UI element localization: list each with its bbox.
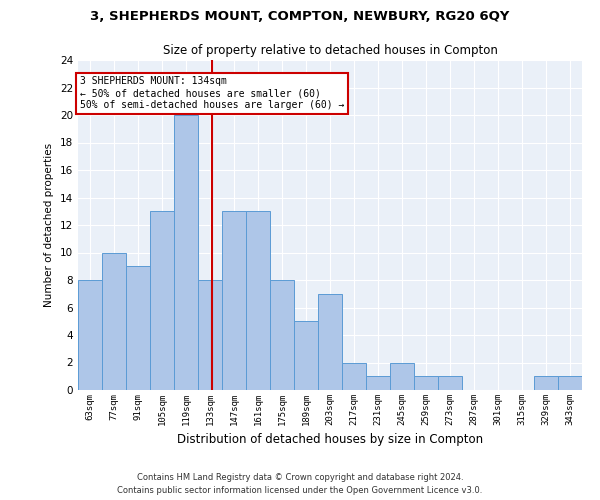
Bar xyxy=(271,280,293,390)
Bar xyxy=(535,376,557,390)
Y-axis label: Number of detached properties: Number of detached properties xyxy=(44,143,55,307)
X-axis label: Distribution of detached houses by size in Compton: Distribution of detached houses by size … xyxy=(177,434,483,446)
Bar xyxy=(295,322,317,390)
Bar xyxy=(103,252,125,390)
Bar xyxy=(391,362,413,390)
Bar xyxy=(559,376,581,390)
Bar xyxy=(415,376,437,390)
Bar xyxy=(127,266,149,390)
Bar xyxy=(175,115,197,390)
Text: 3 SHEPHERDS MOUNT: 134sqm
← 50% of detached houses are smaller (60)
50% of semi-: 3 SHEPHERDS MOUNT: 134sqm ← 50% of detac… xyxy=(80,76,344,110)
Bar xyxy=(79,280,101,390)
Text: Contains HM Land Registry data © Crown copyright and database right 2024.
Contai: Contains HM Land Registry data © Crown c… xyxy=(118,474,482,495)
Title: Size of property relative to detached houses in Compton: Size of property relative to detached ho… xyxy=(163,44,497,58)
Bar xyxy=(247,211,269,390)
Bar xyxy=(151,211,173,390)
Bar xyxy=(223,211,245,390)
Bar xyxy=(439,376,461,390)
Bar xyxy=(367,376,389,390)
Bar xyxy=(319,294,341,390)
Text: 3, SHEPHERDS MOUNT, COMPTON, NEWBURY, RG20 6QY: 3, SHEPHERDS MOUNT, COMPTON, NEWBURY, RG… xyxy=(91,10,509,23)
Bar xyxy=(343,362,365,390)
Bar xyxy=(199,280,221,390)
